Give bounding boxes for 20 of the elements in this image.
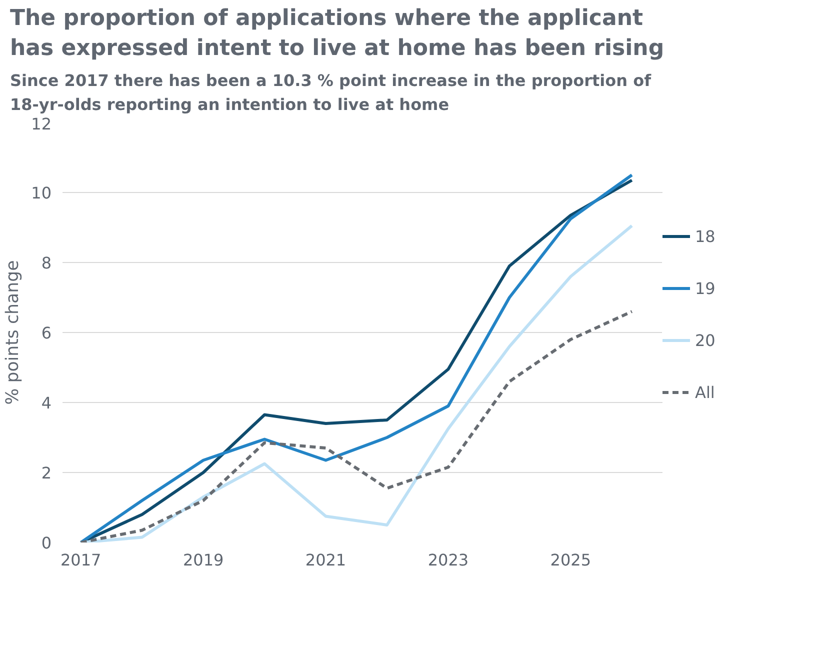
y-tick-label: 12 — [31, 114, 52, 134]
y-tick-label: 8 — [41, 254, 52, 273]
y-tick-label: 2 — [41, 464, 52, 483]
x-tick-label: 2021 — [305, 550, 346, 570]
chart-title: The proportion of applications where the applicant has expressed intent to live at home has been rising — [10, 5, 666, 63]
y-tick-label: 4 — [41, 394, 52, 413]
x-tick-label: 2019 — [182, 550, 224, 570]
legend-label: All — [695, 382, 715, 402]
x-tick-label: 2023 — [428, 550, 469, 570]
y-tick-label: 6 — [41, 324, 52, 343]
y-tick-label: 10 — [31, 184, 52, 203]
legend-label: 18 — [695, 226, 716, 246]
y-tick-label: 0 — [41, 534, 52, 553]
legend-label: 20 — [695, 330, 716, 350]
legend-label: 19 — [695, 278, 716, 298]
line-series — [79, 310, 634, 543]
x-tick-label: 2025 — [550, 550, 592, 570]
y-axis-title: % points change — [3, 260, 24, 406]
x-tick-label: 2017 — [60, 550, 102, 570]
chart-subtitle: Since 2017 there has been a 10.3 % point increase in the proportion of 18-yr-olds reporting an intention to live at home — [10, 71, 652, 114]
